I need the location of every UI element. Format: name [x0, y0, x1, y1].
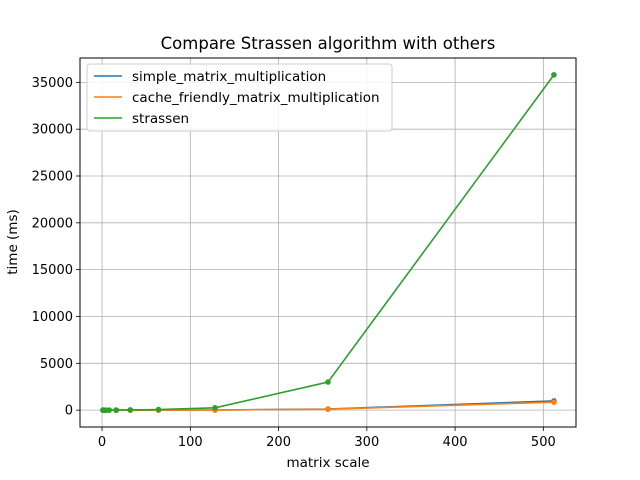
- data-point: [155, 406, 162, 413]
- series-layer: [100, 72, 557, 413]
- y-tick-label: 30000: [32, 123, 73, 138]
- data-point: [551, 399, 557, 405]
- data-point: [325, 406, 331, 413]
- data-point: [113, 407, 119, 413]
- y-tick-label: 5000: [40, 357, 73, 372]
- y-tick-label: 35000: [32, 76, 73, 91]
- legend: simple_matrix_multiplication cache_friend…: [86, 63, 393, 132]
- data-point: [106, 407, 112, 413]
- plot-frame: [79, 57, 577, 428]
- y-tick-label: 15000: [32, 263, 73, 278]
- y-tick-label: 25000: [32, 170, 73, 185]
- x-tick-label: 300: [354, 435, 379, 450]
- x-tick-label: 400: [443, 435, 468, 450]
- legend-label: strassen: [132, 111, 189, 127]
- data-point: [212, 405, 218, 411]
- x-tick-label: 500: [531, 435, 556, 450]
- legend-label: cache_friendly_matrix_multiplication: [132, 90, 380, 106]
- ticks: 0 100 200 300 400 500050001000015000200002500…: [32, 76, 556, 450]
- series-strassen: [100, 72, 557, 413]
- y-tick-label: 20000: [32, 216, 73, 231]
- y-tick-label: 0: [65, 404, 73, 419]
- y-axis-label: time (ms): [5, 209, 21, 275]
- y-tick-label: 10000: [32, 310, 73, 325]
- legend-box: [86, 63, 393, 132]
- x-tick-label: 0: [98, 435, 106, 450]
- chart-title: Compare Strassen algorithm with others: [161, 34, 496, 53]
- x-axis-label: matrix scale: [286, 455, 369, 471]
- data-point: [325, 379, 331, 385]
- x-tick-label: 200: [266, 435, 291, 450]
- data-point: [127, 407, 134, 413]
- legend-label: simple_matrix_multiplication: [132, 69, 326, 85]
- data-point: [551, 72, 557, 78]
- x-tick-label: 100: [178, 435, 203, 450]
